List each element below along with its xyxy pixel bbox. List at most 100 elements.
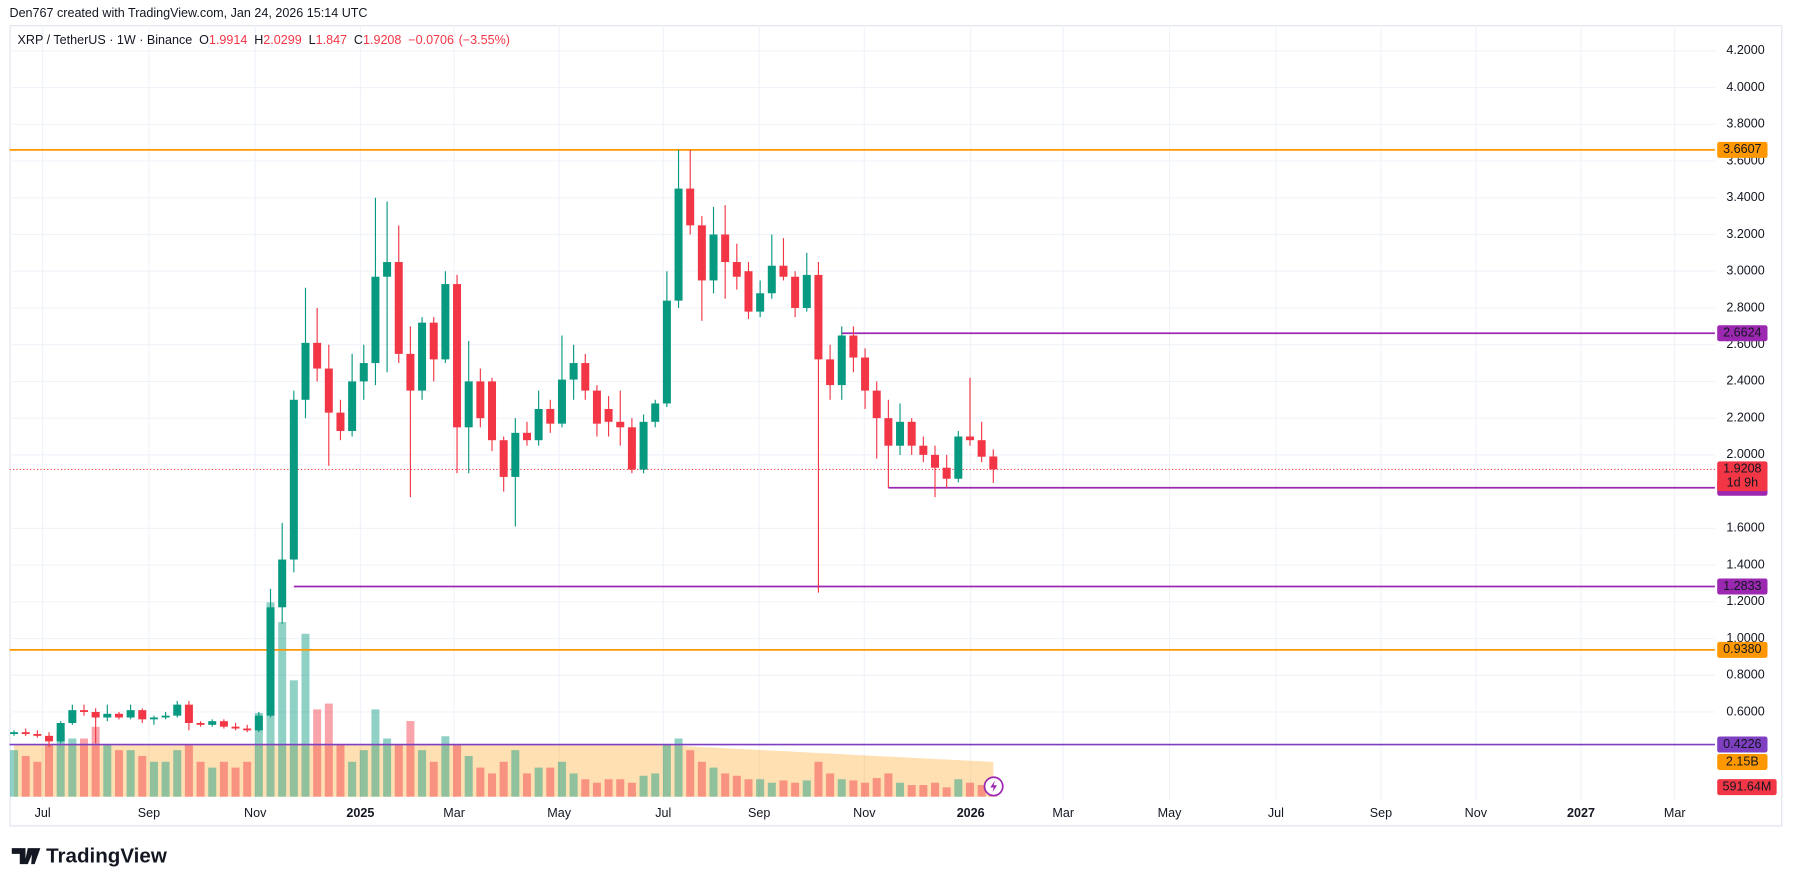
volume-bar [453,744,462,797]
volume-bar [814,761,823,797]
y-tick-label: 1.2000 [1726,594,1764,608]
volume-bar [732,775,741,797]
volume-bar [394,744,403,797]
volume-bar [651,773,660,797]
x-tick-label: 2025 [346,806,374,820]
legend-prefix: C [354,33,363,47]
candle-body [849,335,858,358]
candle-body [604,408,613,422]
candle-body [557,379,566,424]
candle-body [592,390,601,424]
candle-body [837,335,846,386]
volume-bar [243,761,252,797]
countdown-text: 1d 9h [1727,475,1758,489]
candle-body [453,284,462,428]
x-tick-label: Nov [1465,806,1488,820]
x-tick-label: 2026 [957,806,985,820]
volume-bar [837,779,846,797]
volume-bar [662,744,671,797]
volume-bar [161,761,170,797]
volume-ma-label: 2.15B [1717,753,1768,770]
volume-bar [919,785,928,797]
x-tick-label: Nov [244,806,267,820]
volume-bar [721,773,730,797]
y-tick-label: 4.0000 [1726,80,1764,94]
volume-bar [91,726,100,797]
legend-value: 2.0299 [263,33,301,47]
x-tick-label: Sep [1370,806,1392,820]
candle-body [674,188,683,301]
x-tick-label: May [1158,806,1182,820]
volume-bar [965,782,974,797]
volume-bar [861,782,870,797]
credit: Den767 created with TradingView.com, Jan… [9,6,367,20]
legend-prefix: O [199,33,209,47]
candle-body [826,359,835,386]
level-label-text: 3.6607 [1723,142,1761,156]
volume-bar [278,622,287,797]
volume-bar [709,767,718,797]
candle-body [627,427,636,470]
candle-body [45,735,54,742]
x-tick-label: Jul [1268,806,1284,820]
level-label-text: 1.2833 [1723,579,1761,593]
y-tick-label: 3.8000 [1726,117,1764,131]
candle-body [383,262,392,277]
y-tick-label: 1.4000 [1726,557,1764,571]
volume-bar [336,744,345,797]
y-tick-label: 0.8000 [1726,668,1764,682]
level-label-text: 2.6624 [1723,326,1761,340]
candle-body [616,421,625,428]
replay-icon [983,776,1004,797]
candle-body [219,721,228,727]
x-tick-label: Sep [138,806,160,820]
candle-body [208,721,217,725]
candle-body [931,454,940,468]
volume-bar [779,780,788,797]
volume-bar [744,779,753,797]
candle-body [91,711,100,718]
y-tick-label: 3.2000 [1726,227,1764,241]
candle-body [965,436,974,441]
y-tick-label: 3.4000 [1726,190,1764,204]
candle-body [161,715,170,718]
candle-body [709,234,718,281]
volume-bar [383,738,392,797]
level-label-text: 0.9380 [1723,642,1761,656]
y-tick-label: 1.6000 [1726,521,1764,535]
candle-body [254,715,263,731]
volume-bar [884,773,893,797]
volume-label: 591.64M [1717,779,1777,796]
volume-bar [301,633,310,797]
volume-bar [324,703,333,797]
y-tick-label: 0.6000 [1726,704,1764,718]
volume-bar [114,750,123,797]
candle-body [919,445,928,455]
volume-bar [592,782,601,797]
legend-prefix: L [309,33,316,47]
volume-label-text: 591.64M [1722,779,1771,793]
candle-body [756,293,765,312]
last-price-text: 1.9208 [1723,462,1761,476]
candle-body [184,704,193,723]
volume-bar [604,779,613,797]
x-tick-label: Jul [35,806,51,820]
volume-bar [872,778,881,797]
y-tick-label: 2.8000 [1726,300,1764,314]
level-label-box [1717,736,1768,753]
plot: 0.6000 0.8000 1.0000 1.2000 1.4000 1.6000 2.00… [9,25,1777,820]
candle-body [942,467,951,479]
volume-bar [208,767,217,797]
volume-bar [68,738,77,797]
volume-bar [254,712,263,797]
candle-body [861,357,870,391]
candle-body [989,456,998,470]
candle-body [301,342,310,400]
volume-bar [488,773,497,797]
volume-bar [56,732,65,797]
candle-body [779,265,788,277]
legend-value: 1.847 [316,33,347,47]
volume-bar [942,787,951,797]
